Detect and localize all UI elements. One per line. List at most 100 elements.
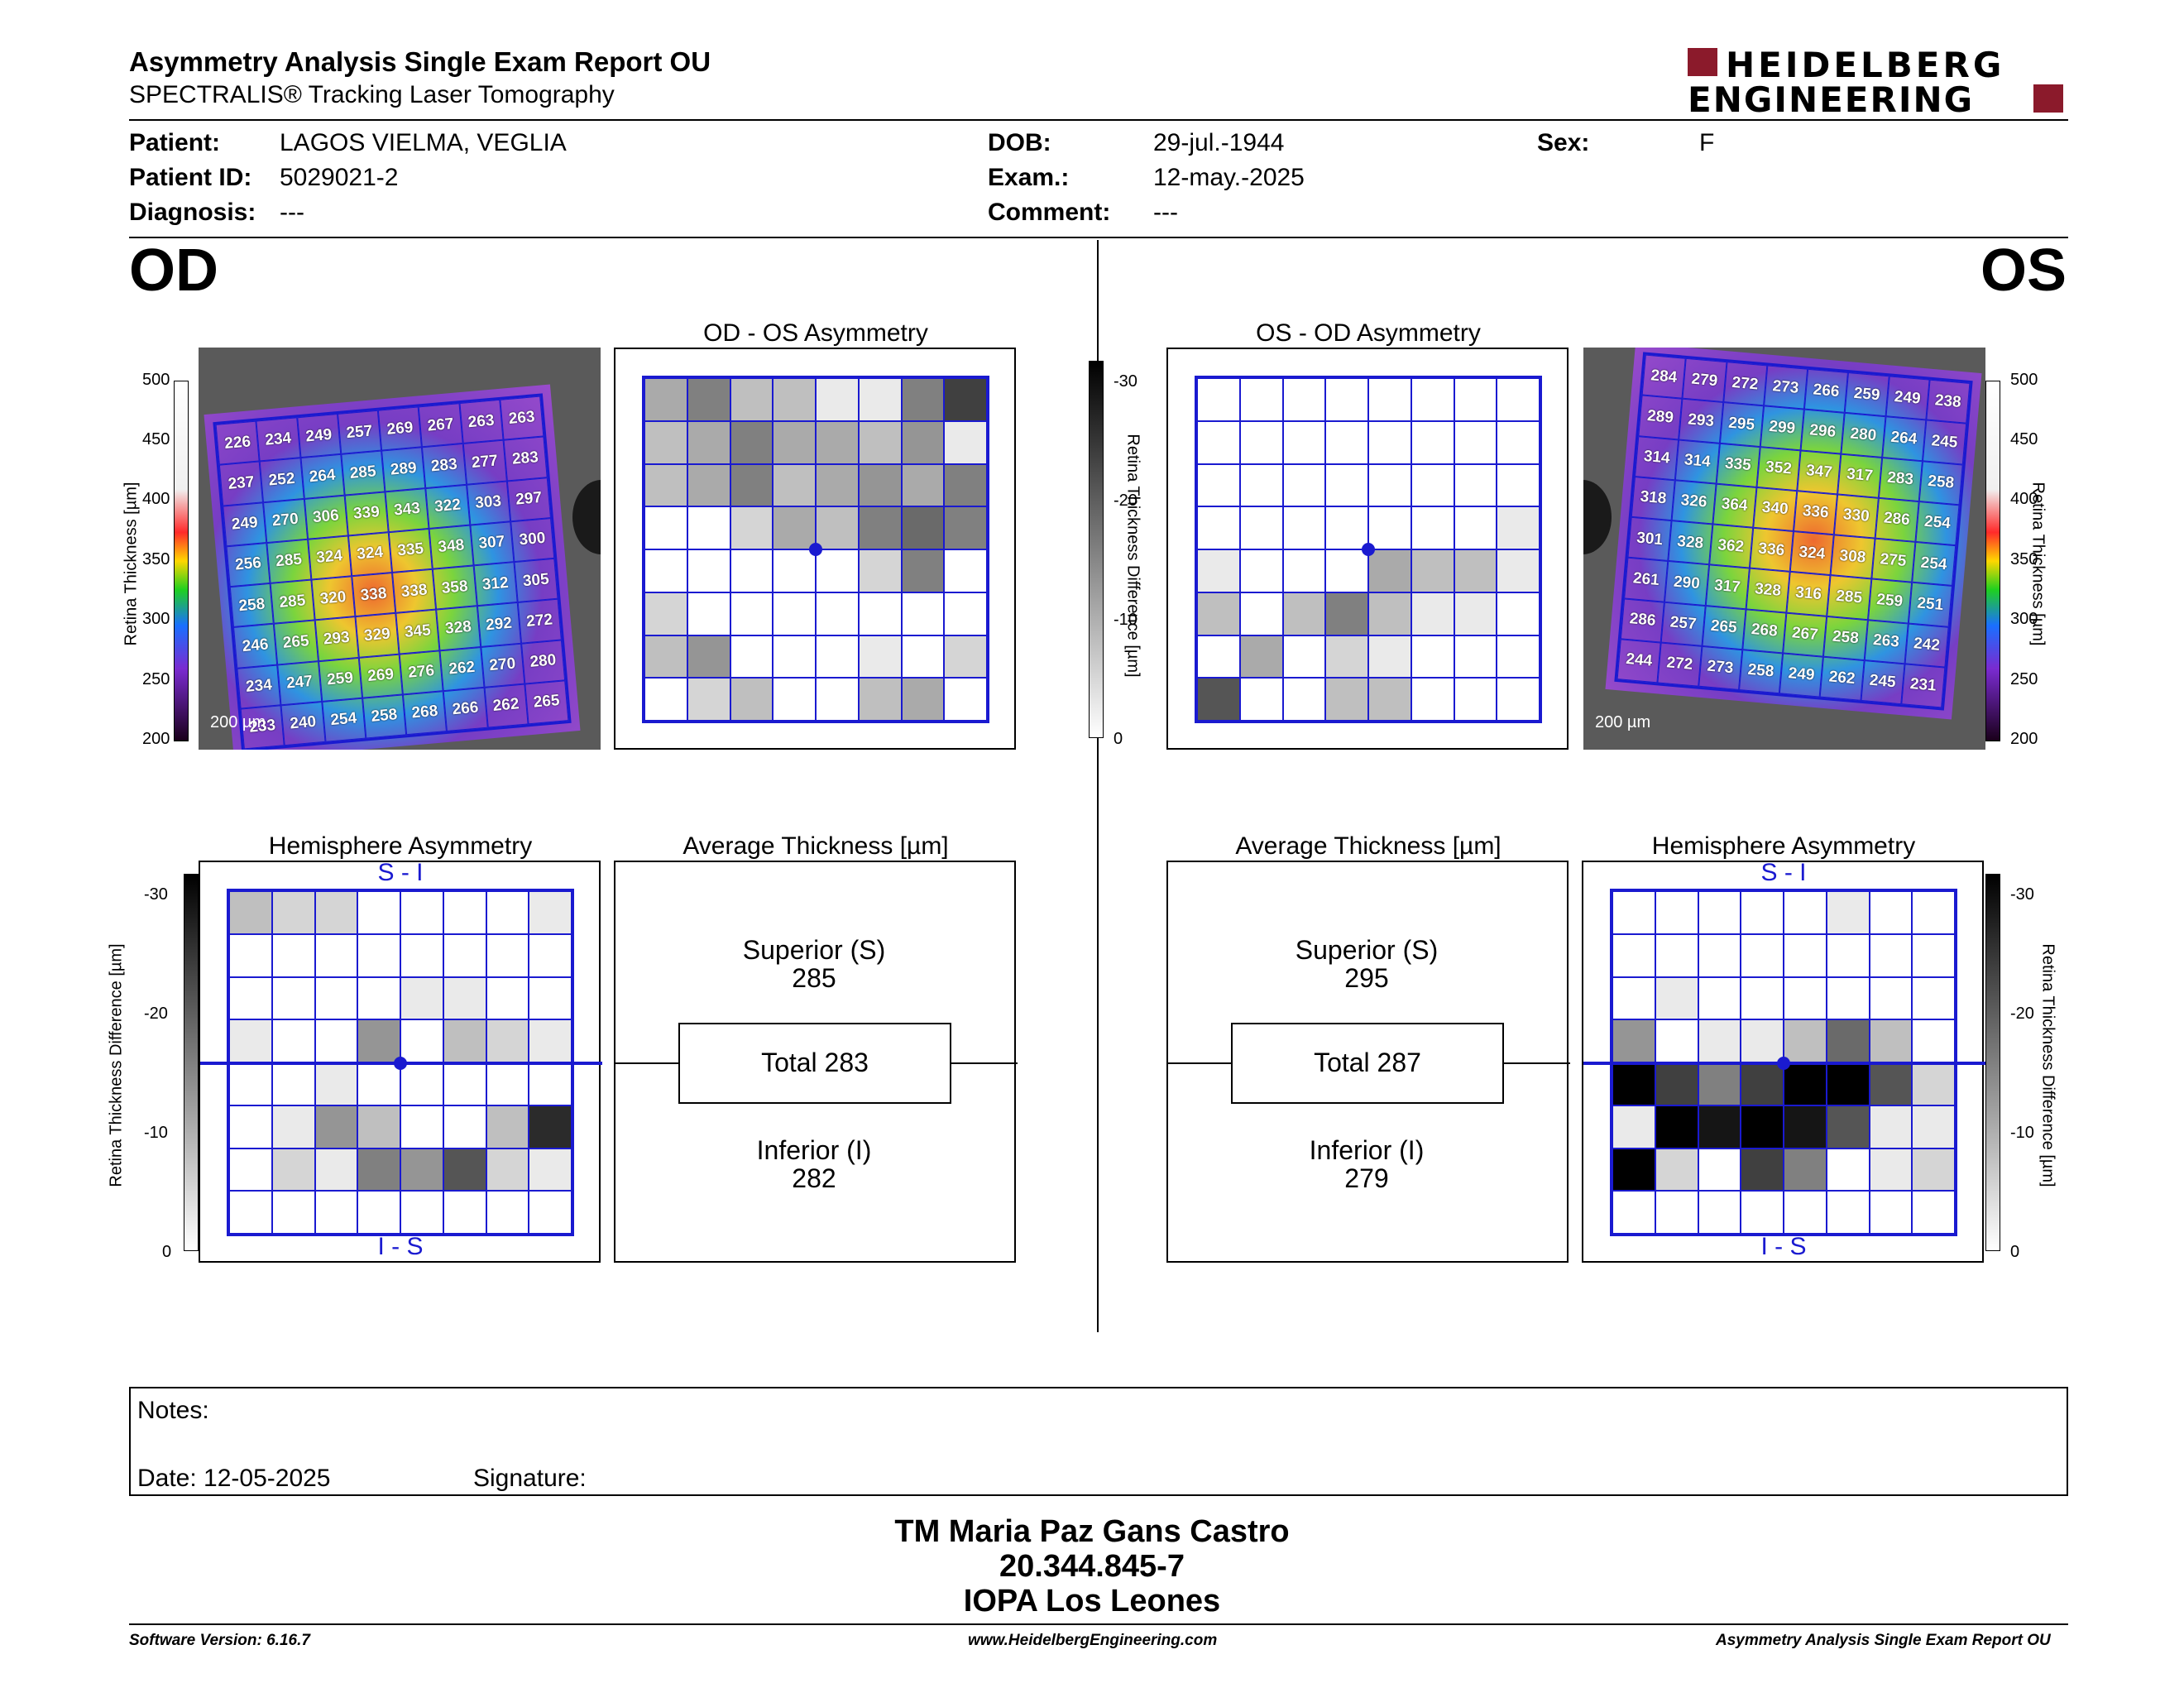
od-thickness-value: 265 [274,620,318,665]
od-os-asym-cell [773,592,816,635]
os-hemi-cell [1698,976,1741,1020]
os-od-asym-cell [1410,678,1454,721]
od-tick-300: 300 [142,610,170,628]
os-hemi-tick-10: -10 [2010,1124,2034,1142]
od-tick-400: 400 [142,490,170,508]
center-diff-colorbar [1089,361,1104,738]
od-os-asym-cell [687,549,730,592]
od-os-asym-cell [901,420,945,464]
od-os-asym-cell [944,463,987,507]
od-os-asym-cell [858,549,902,592]
od-os-asym-cell [816,463,859,507]
od-os-asym-cell [773,549,816,592]
os-thickness-value: 273 [1698,645,1743,690]
od-scale-label: 200 µm [210,713,266,731]
os-od-asym-cell [1368,463,1411,507]
od-thickness-value: 270 [480,643,525,688]
os-od-asym-cell [1197,678,1240,721]
os-od-asym-cell [1239,635,1283,679]
od-thickness-axis-label: Retina Thickness [µm] [122,482,141,646]
os-od-asym-cell [1325,506,1368,549]
os-thickness-value: 264 [1881,416,1927,461]
os-thickness-value: 318 [1631,476,1676,521]
od-os-asym-cell [901,378,945,421]
od-os-asym-cell [901,635,945,679]
od-hemi-cell [314,1019,358,1062]
os-hemi-tick-20: -20 [2010,1005,2034,1023]
diagnosis-value: --- [280,199,304,226]
od-label: OD [129,237,218,304]
os-thickness-axis-label: Retina Thickness [µm] [2028,482,2048,646]
od-os-asym-cell [773,678,816,721]
os-thickness-value: 272 [1722,362,1768,406]
os-hemi-cell [1741,1148,1784,1192]
os-od-asym-cell [1368,592,1411,635]
od-os-asym-panel [614,348,1016,750]
od-thickness-value: 234 [237,664,281,709]
od-hemi-cell [400,976,443,1020]
os-tick-500: 500 [2010,371,2038,389]
od-hemi-cell [271,1019,315,1062]
od-thickness-value: 254 [321,698,366,742]
os-od-asym-cell [1282,549,1326,592]
os-thickness-value: 254 [1911,541,1956,587]
os-hemi-cell [1912,933,1955,977]
os-od-asym-cell [1197,420,1240,464]
od-hemi-cell [357,1019,400,1062]
od-thickness-value: 338 [351,573,396,617]
os-hemi-cell [1912,891,1955,934]
os-od-asym-cell [1197,549,1240,592]
od-os-asym-cell [773,463,816,507]
od-avg-superior-value: 285 [792,963,836,993]
os-od-asym-cell [1197,592,1240,635]
notes-box[interactable]: Notes: Date: 12-05-2025 Signature: [129,1387,2068,1496]
os-thickness-value: 242 [1904,623,1949,668]
os-hemi-si-label: S - I [1760,859,1807,886]
od-thickness-value: 256 [226,542,271,587]
os-thickness-value: 258 [1738,649,1784,694]
os-avg-inferior-label: Inferior (I) [1309,1135,1425,1165]
od-hemi-cell [314,976,358,1020]
os-od-asym-cell [1282,592,1326,635]
comment-label: Comment: [988,199,1111,226]
os-hemi-cell [1826,1191,1870,1234]
patient-label: Patient: [129,129,221,156]
os-od-asym-cell [1410,635,1454,679]
os-avg-superior-value: 295 [1344,963,1389,993]
os-hemi-cell [1698,1191,1741,1234]
od-hemi-cell [529,1148,572,1192]
os-hemi-cell [1655,1062,1698,1105]
os-hemi-cell [1784,891,1827,934]
os-od-asym-cell [1497,378,1540,421]
od-os-asym-cell [687,506,730,549]
os-hemi-cell [1784,976,1827,1020]
od-hemi-tick-30: -30 [144,885,168,904]
od-os-asym-cell [944,635,987,679]
os-hemi-cell [1655,933,1698,977]
od-hemi-cell [443,1191,486,1234]
od-hemi-cell [229,1148,272,1192]
os-od-asym-cell [1282,378,1326,421]
os-hemi-cell [1612,1105,1655,1149]
os-hemi-cell [1741,1019,1784,1062]
os-thickness-value: 254 [1915,501,1960,546]
od-os-asym-cell [730,506,774,549]
logo-line1: HEIDELBERG [1726,45,2005,85]
footer-url[interactable]: www.HeidelbergEngineering.com [968,1632,1218,1649]
od-hemi-cell [229,891,272,934]
os-thickness-value: 336 [1794,490,1838,535]
os-hemi-tick-0: 0 [2010,1243,2020,1261]
od-thickness-value: 269 [358,654,403,698]
os-thickness-value: 286 [1620,597,1665,643]
report-title: Asymmetry Analysis Single Exam Report OU [129,46,711,77]
os-hemi-cell [1741,976,1784,1020]
od-thickness-value: 262 [439,646,485,691]
od-os-asym-cell [901,506,945,549]
od-os-asym-cell [816,678,859,721]
od-thickness-value: 285 [341,450,386,496]
od-os-asym-cell [816,506,859,549]
signature-label: Signature: [473,1465,587,1492]
od-os-asym-cell [730,678,774,721]
os-thickness-value: 308 [1830,535,1875,579]
center-diff-axis-label: Retina Thickness Difference [µm] [1123,434,1142,678]
